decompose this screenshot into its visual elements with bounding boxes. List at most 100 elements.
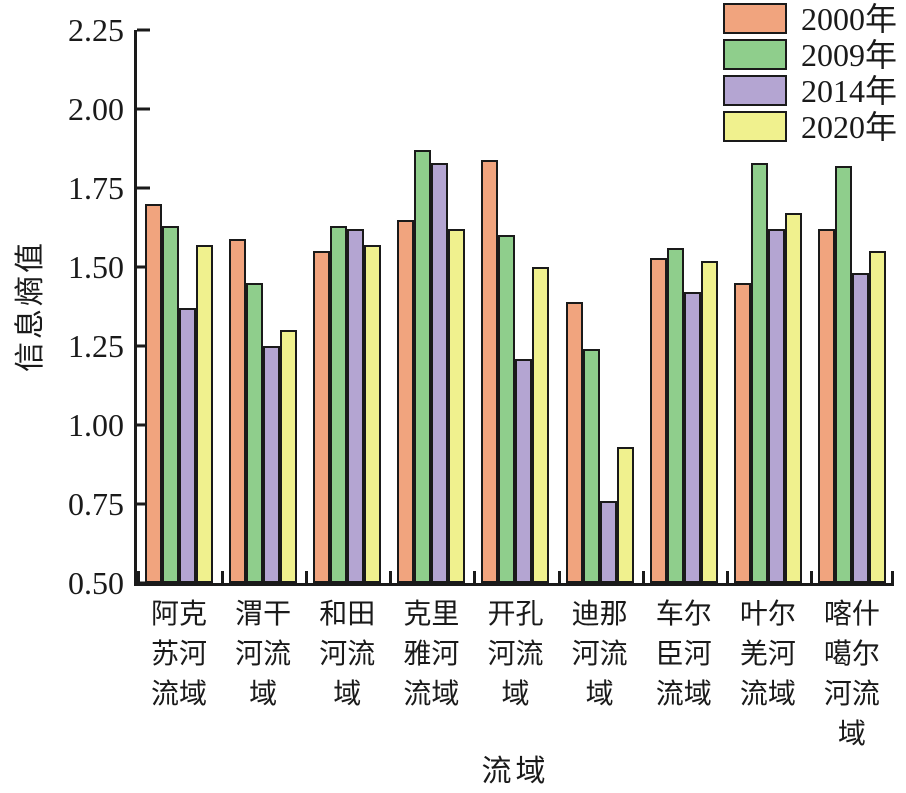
x-category-label-line: 克里	[403, 599, 460, 630]
bar	[700, 260, 718, 583]
x-category-label: 开孔 河流域	[471, 595, 561, 715]
bar	[145, 203, 163, 583]
x-category-label: 车尔 臣河 流域	[639, 595, 729, 715]
x-category-label: 和田 河流域	[302, 595, 392, 715]
legend-item: 2009年	[723, 36, 898, 73]
bar	[616, 447, 634, 583]
y-tick-label: 1.75	[68, 170, 124, 206]
legend-item: 2020年	[723, 108, 898, 145]
x-axis-tick	[221, 571, 225, 583]
legend-swatch	[723, 111, 787, 142]
bar	[414, 150, 432, 583]
y-axis-tick	[137, 344, 150, 348]
x-category-label-line: 河流	[823, 679, 880, 710]
x-category-label-line: 臣河	[655, 639, 712, 670]
x-category-label-line: 流域	[403, 679, 460, 710]
legend-swatch	[723, 75, 787, 106]
legend-swatch	[723, 3, 787, 34]
bar	[229, 238, 247, 583]
bar	[280, 330, 298, 583]
x-category-label-line: 域	[249, 679, 278, 710]
bar	[565, 301, 583, 583]
x-category-label-line: 流域	[655, 679, 712, 710]
x-category-label: 阿克 苏河 流域	[134, 595, 224, 715]
bar	[313, 251, 331, 583]
x-category-label-line: 域	[585, 679, 614, 710]
bar-group	[305, 30, 389, 583]
bar	[817, 229, 835, 583]
x-axis-title: 流域	[481, 755, 550, 788]
bar	[733, 282, 751, 583]
y-tick-label: 0.75	[68, 486, 124, 522]
bar	[263, 346, 281, 583]
y-axis-tick	[137, 423, 150, 427]
x-category-label-line: 羌河	[739, 639, 796, 670]
bar	[498, 235, 516, 583]
x-category-label-line: 流域	[739, 679, 796, 710]
x-category-label-line: 渭干	[235, 599, 292, 630]
x-category-label-line: 叶尔	[739, 599, 796, 630]
legend-item: 2014年	[723, 75, 897, 107]
x-category-label-line: 河流	[235, 639, 292, 670]
bar	[246, 282, 264, 583]
x-axis-tick	[557, 571, 561, 583]
bar-group	[642, 30, 726, 583]
bar-group	[389, 30, 473, 583]
bar	[868, 251, 886, 583]
bar	[196, 244, 214, 583]
y-axis-tick	[137, 186, 150, 190]
y-axis-tick	[137, 265, 150, 269]
x-category-label: 渭干 河流域	[218, 595, 308, 715]
x-category-label-line: 噶尔	[823, 639, 880, 670]
legend-label: 2009年	[801, 36, 898, 73]
bar-group	[558, 30, 642, 583]
x-category-label: 迪那 河流域	[555, 595, 645, 715]
bar	[582, 349, 600, 583]
x-category-label-line: 开孔	[487, 599, 544, 630]
bar	[750, 162, 768, 583]
bar	[666, 248, 684, 583]
bar	[397, 219, 415, 583]
y-axis-tick	[137, 107, 150, 111]
bar	[179, 308, 197, 583]
x-axis-tick	[809, 571, 813, 583]
bar	[481, 159, 499, 583]
bar	[683, 292, 701, 583]
x-axis-tick	[725, 571, 729, 583]
bar	[599, 500, 617, 583]
legend: 2000年 2009年 2014年 2020年	[723, 3, 897, 147]
y-tick-label: 1.00	[68, 407, 124, 443]
x-category-label-line: 河流	[571, 639, 628, 670]
y-axis-tick	[137, 581, 150, 585]
legend-swatch	[723, 39, 787, 70]
x-category-label-line: 雅河	[403, 639, 460, 670]
bar	[330, 225, 348, 583]
y-tick-label: 2.25	[68, 12, 124, 48]
x-category-label-line: 喀什	[823, 599, 880, 630]
legend-item: 2000年	[723, 3, 897, 35]
bar	[162, 225, 180, 583]
x-category-label-line: 苏河	[151, 639, 208, 670]
bar	[649, 257, 667, 583]
bar	[515, 358, 533, 583]
bar-group	[473, 30, 557, 583]
x-category-label: 叶尔 羌河 流域	[723, 595, 813, 715]
legend-label: 2020年	[801, 108, 898, 145]
x-category-label-line: 河流	[487, 639, 544, 670]
bar	[448, 229, 466, 583]
bar-group	[137, 30, 221, 583]
y-axis-tick	[137, 502, 150, 506]
x-category-label: 喀什 噶尔 河流域	[807, 595, 897, 755]
plot-area	[134, 28, 894, 586]
x-axis-tick	[305, 571, 309, 583]
y-tick-label: 1.25	[68, 328, 124, 364]
y-axis-tick	[137, 28, 150, 32]
x-axis-tick	[641, 571, 645, 583]
bar	[767, 229, 785, 583]
x-category-label-line: 域	[333, 679, 362, 710]
x-category-label-line: 迪那	[571, 599, 628, 630]
x-category-label-line: 域	[501, 679, 530, 710]
x-category-label-line: 车尔	[655, 599, 712, 630]
bar-group	[726, 30, 810, 583]
